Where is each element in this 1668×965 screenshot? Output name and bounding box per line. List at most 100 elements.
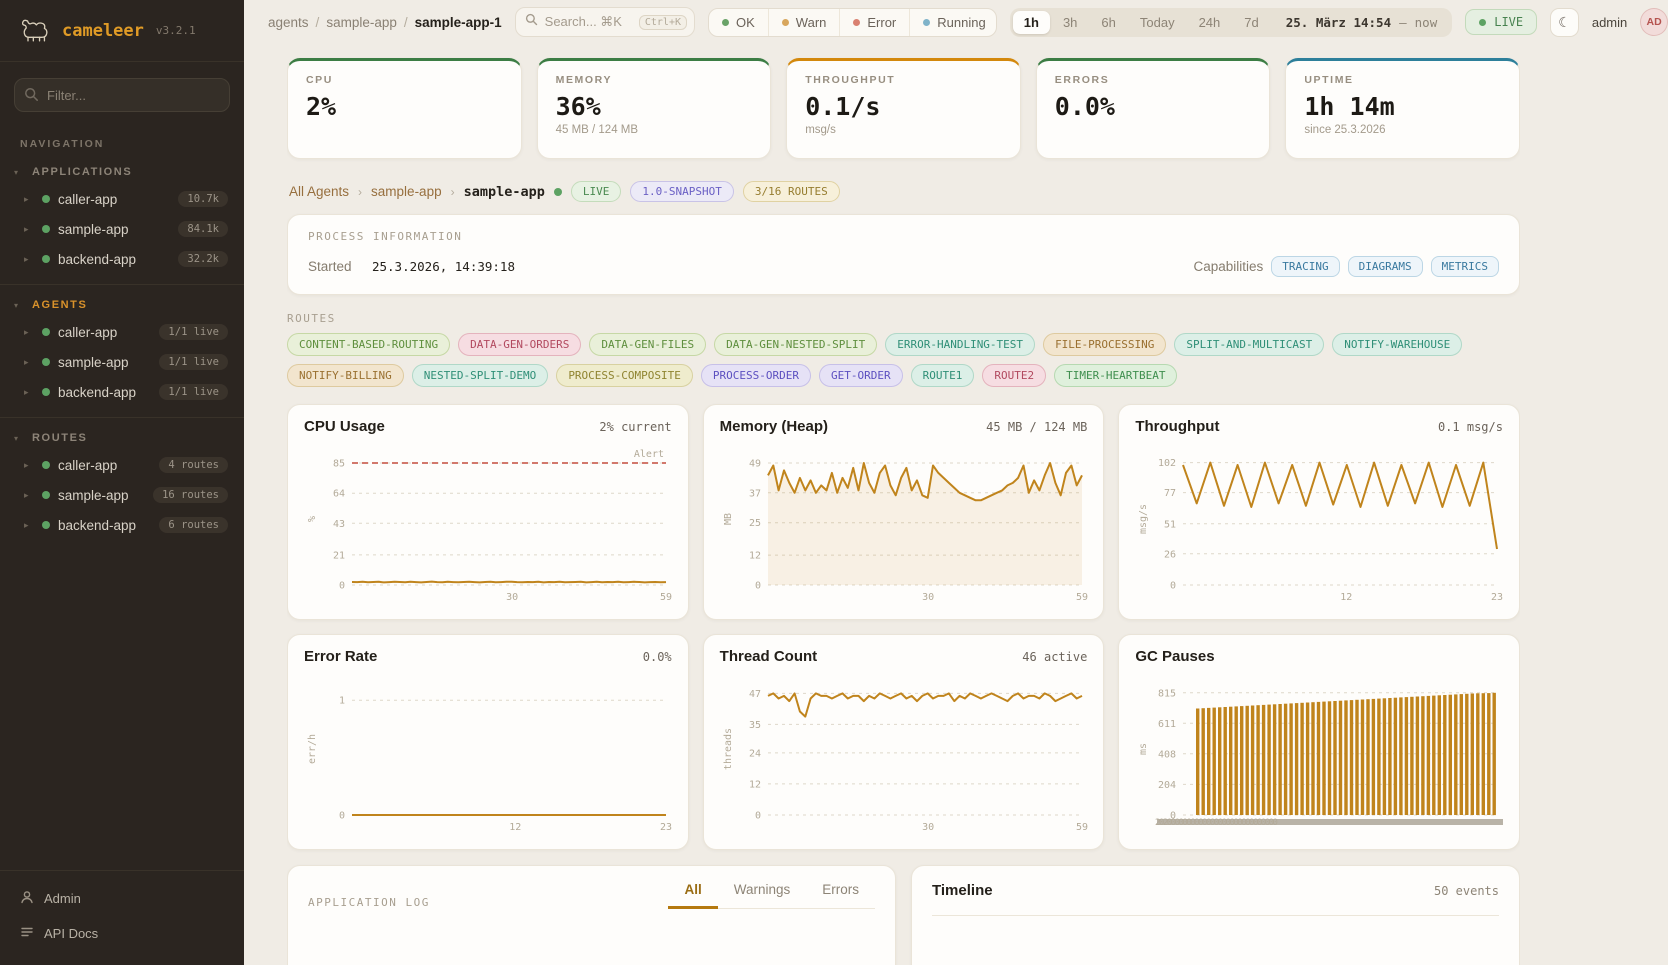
svg-text:MB: MB <box>723 513 734 525</box>
cpu-usage-chart: 0 21 43 64 85% Alert 30 59 <box>307 449 672 603</box>
route-tag[interactable]: ERROR-HANDLING-TEST <box>885 333 1036 356</box>
error-rate-chart: 0 1 err/h 12 23 <box>307 696 672 833</box>
svg-text:0: 0 <box>1170 811 1176 822</box>
svg-text:37: 37 <box>749 488 761 499</box>
route-tag[interactable]: PROCESS-ORDER <box>700 364 811 387</box>
chevron-right-icon: ▸ <box>24 356 29 367</box>
svg-text:21: 21 <box>333 550 345 561</box>
route-tag[interactable]: NOTIFY-BILLING <box>287 364 404 387</box>
svg-text:611: 611 <box>1158 719 1176 730</box>
sidebar-item-agents-sample-app[interactable]: ▸ sample-app 1/1 live <box>0 347 244 377</box>
warn-status-dot <box>781 18 789 26</box>
route-tag[interactable]: TIMER-HEARTBEAT <box>1054 364 1178 387</box>
metric-cards-row: CPU 2% MEMORY 36% 45 MB / 124 MB THROUGH… <box>287 58 1520 159</box>
status-dot <box>42 358 50 366</box>
memory-value: 36% <box>555 92 601 121</box>
breadcrumb-sample-app[interactable]: sample-app <box>326 14 397 30</box>
sidebar-item-routes-caller-app[interactable]: ▸ caller-app 4 routes <box>0 450 244 480</box>
api-docs-icon <box>20 925 34 942</box>
all-agents-link[interactable]: All Agents <box>289 184 350 199</box>
time-range-6h[interactable]: 6h <box>1101 14 1116 30</box>
svg-text:12: 12 <box>509 822 521 833</box>
chevron-right-icon: ▸ <box>24 326 29 337</box>
search-input[interactable]: Search... ⌘K Ctrl+K <box>514 7 695 37</box>
range-start: 25. März 14:54 <box>1285 14 1392 30</box>
filter-chip-error[interactable]: Error <box>839 8 909 36</box>
filter-chip-running[interactable]: Running <box>909 8 996 36</box>
live-badge: 1/1 live <box>159 354 228 370</box>
tab-warnings[interactable]: Warnings <box>733 882 791 897</box>
filter-chip-ok[interactable]: OK <box>709 9 768 36</box>
route-tag[interactable]: PROCESS-COMPOSITE <box>556 364 693 387</box>
svg-text:12: 12 <box>749 779 761 790</box>
sidebar-item-routes-backend-app[interactable]: ▸ backend-app 6 routes <box>0 510 244 540</box>
routes-count-badge: 6 routes <box>159 517 228 533</box>
svg-text:1: 1 <box>339 696 345 707</box>
route-tag[interactable]: DATA-GEN-FILES <box>589 333 707 356</box>
route-tag[interactable]: NOTIFY-WAREHOUSE <box>1332 333 1463 356</box>
svg-text:Alert: Alert <box>634 449 664 460</box>
filter-chip-warn[interactable]: Warn <box>767 8 840 36</box>
sidebar-item-routes-sample-app[interactable]: ▸ sample-app 16 routes <box>0 480 244 510</box>
theme-toggle-button[interactable]: ☾ <box>1550 7 1579 37</box>
metric-card-uptime: UPTIME 1h 14m since 25.3.2026 <box>1285 58 1520 159</box>
route-tag[interactable]: ROUTE1 <box>910 364 975 387</box>
chart-gc-pauses: GC Pauses 0 204 408 611 815 ms 202000000000000… <box>1118 634 1520 850</box>
count-badge: 32.2k <box>178 251 228 267</box>
search-icon <box>525 13 538 31</box>
route-tag[interactable]: GET-ORDER <box>819 364 903 387</box>
divider <box>0 417 244 418</box>
sample-app-link[interactable]: sample-app <box>371 184 442 199</box>
route-tag[interactable]: DATA-GEN-ORDERS <box>458 333 582 356</box>
time-range-7d[interactable]: 7d <box>1244 14 1259 30</box>
sidebar-item-applications-caller-app[interactable]: ▸ caller-app 10.7k <box>0 184 244 214</box>
route-tag[interactable]: SPLIT-AND-MULTICAST <box>1174 333 1325 356</box>
live-dot <box>1479 18 1487 26</box>
sidebar-item-applications-sample-app[interactable]: ▸ sample-app 84.1k <box>0 214 244 244</box>
process-info-title: PROCESS INFORMATION <box>308 230 463 243</box>
route-tag[interactable]: ROUTE2 <box>982 364 1047 387</box>
cpu-value: 2% <box>306 92 337 121</box>
svg-text:202000000000000000000000000000: 2020000000000000000000000000000 <box>1155 818 1278 828</box>
route-tag[interactable]: DATA-GEN-NESTED-SPLIT <box>714 333 878 356</box>
time-range-3h[interactable]: 3h <box>1062 14 1078 30</box>
live-indicator[interactable]: LIVE <box>1465 9 1538 35</box>
sidebar-filter-input[interactable] <box>14 78 230 112</box>
routes-count-badge: 4 routes <box>159 457 228 473</box>
tab-errors[interactable]: Errors <box>822 882 859 897</box>
status-dot <box>42 461 50 469</box>
svg-text:59: 59 <box>1076 822 1088 833</box>
breadcrumb: agents / sample-app / sample-app-1 <box>268 14 502 30</box>
time-range-today[interactable]: Today <box>1139 14 1175 30</box>
section-applications[interactable]: ▾ APPLICATIONS <box>14 166 133 178</box>
breadcrumb-agents[interactable]: agents <box>268 14 309 30</box>
chevron-right-icon: ▸ <box>24 193 29 204</box>
svg-text:59: 59 <box>1076 592 1088 603</box>
tab-all[interactable]: All <box>668 882 718 909</box>
top-bar: agents / sample-app / sample-app-1 Searc… <box>244 0 1668 44</box>
sidebar-item-api-docs[interactable]: API Docs <box>0 916 244 951</box>
uptime-value: 1h 14m <box>1304 92 1395 121</box>
svg-text:204: 204 <box>1158 780 1176 791</box>
sidebar-item-agents-caller-app[interactable]: ▸ caller-app 1/1 live <box>0 317 244 347</box>
route-tag[interactable]: NESTED-SPLIT-DEMO <box>411 364 549 387</box>
gc-pauses-chart: 0 204 408 611 815 ms 2020000000000000000000000… <box>1138 688 1504 828</box>
section-agents[interactable]: ▾ AGENTS <box>14 299 88 311</box>
route-tag[interactable]: CONTENT-BASED-ROUTING <box>287 333 451 356</box>
sidebar-item-applications-backend-app[interactable]: ▸ backend-app 32.2k <box>0 244 244 274</box>
svg-text:12: 12 <box>1341 592 1353 603</box>
avatar[interactable]: AD <box>1640 8 1668 36</box>
routes-count-badge: 16 routes <box>153 487 228 503</box>
route-tag[interactable]: FILE-PROCESSING <box>1043 333 1167 356</box>
svg-text:%: % <box>307 516 318 522</box>
chart-thread-count: Thread Count 46 active 0 12 24 35 47 threads 3… <box>702 634 1105 850</box>
time-range-24h[interactable]: 24h <box>1198 14 1221 30</box>
time-range-1h[interactable]: 1h <box>1012 10 1050 34</box>
section-routes[interactable]: ▾ ROUTES <box>14 432 88 444</box>
memory-heap-chart: 0 12 25 37 49 MB 30 59 <box>723 459 1088 604</box>
sidebar-item-agents-backend-app[interactable]: ▸ backend-app 1/1 live <box>0 377 244 407</box>
svg-text:25: 25 <box>749 518 761 529</box>
sidebar-item-admin[interactable]: Admin <box>0 881 244 916</box>
app-logo[interactable]: cameleer v3.2.1 <box>0 0 244 62</box>
agent-breadcrumb-bar: All Agents › sample-app › sample-app LIV… <box>289 181 1518 202</box>
